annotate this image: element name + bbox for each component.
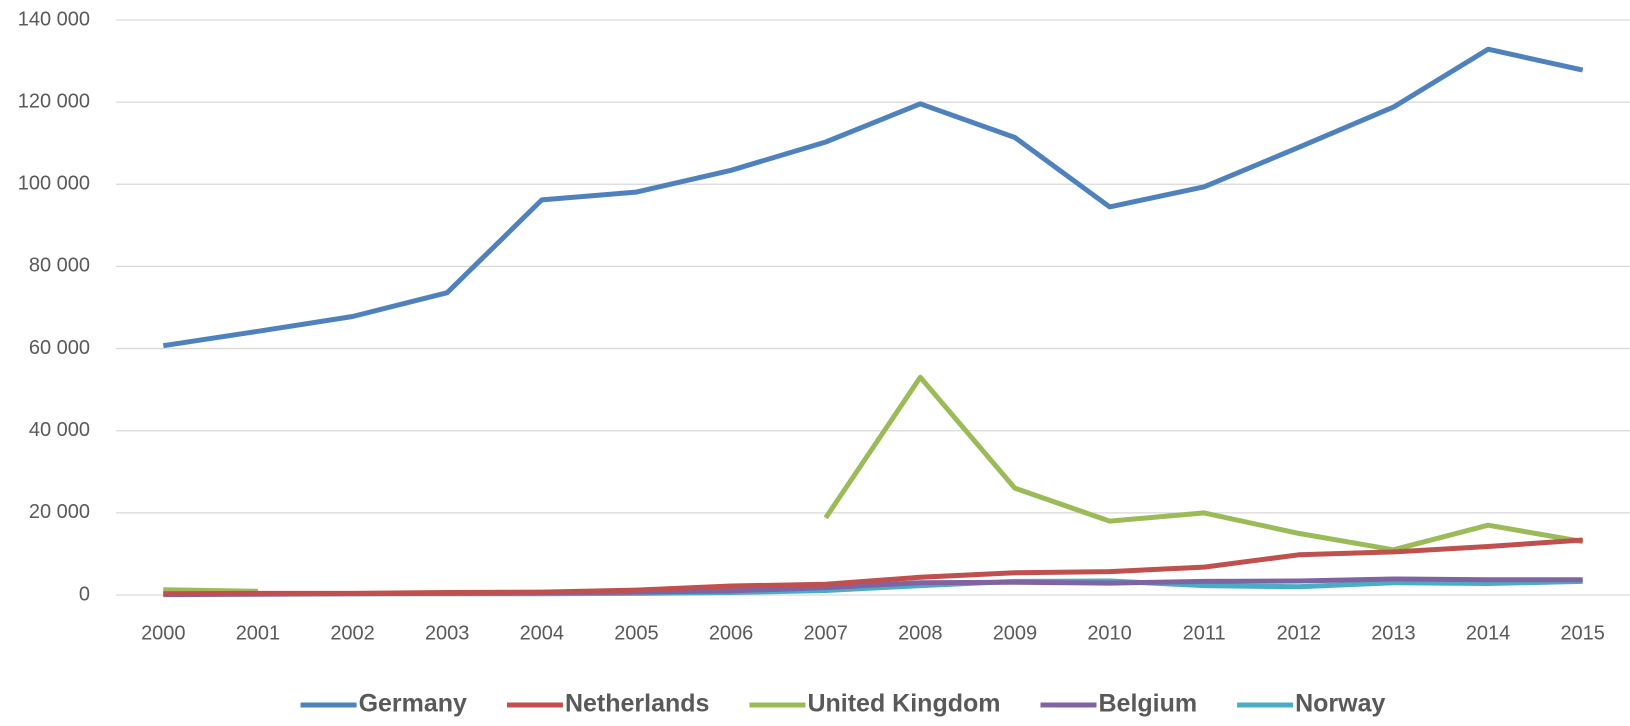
x-tick-label: 2013 — [1371, 622, 1416, 644]
x-tick-label: 2009 — [993, 622, 1038, 644]
x-tick-label: 2010 — [1087, 622, 1132, 644]
x-tick-label: 2011 — [1183, 622, 1226, 644]
x-tick-label: 2012 — [1277, 622, 1322, 644]
y-tick-label: 0 — [79, 583, 90, 605]
x-tick-label: 2007 — [803, 622, 848, 644]
x-tick-label: 2002 — [330, 622, 375, 644]
series-line — [163, 537, 1583, 597]
y-tick-label: 80 000 — [29, 255, 90, 277]
y-tick-label: 120 000 — [18, 90, 90, 112]
x-tick-label: 2004 — [520, 622, 565, 644]
x-tick-label: 2001 — [236, 622, 281, 644]
x-tick-label: 2008 — [898, 622, 943, 644]
x-tick-label: 2000 — [141, 622, 186, 644]
legend-label: Norway — [1295, 690, 1385, 718]
x-tick-label: 2015 — [1560, 622, 1605, 644]
x-tick-label: 2006 — [709, 622, 754, 644]
x-tick-label: 2014 — [1466, 622, 1511, 644]
y-tick-label: 20 000 — [29, 501, 90, 523]
x-tick-label: 2003 — [425, 622, 470, 644]
y-tick-label: 60 000 — [29, 337, 90, 359]
legend-label: Germany — [359, 690, 467, 718]
y-tick-label: 40 000 — [29, 419, 90, 441]
legend-label: United Kingdom — [807, 690, 1000, 718]
x-tick-label: 2005 — [614, 622, 659, 644]
y-tick-label: 140 000 — [18, 8, 90, 30]
series-line — [162, 46, 1584, 349]
legend-label: Netherlands — [565, 690, 709, 718]
y-tick-label: 100 000 — [18, 173, 90, 195]
legend-label: Belgium — [1098, 690, 1197, 718]
series-line — [163, 374, 1584, 594]
